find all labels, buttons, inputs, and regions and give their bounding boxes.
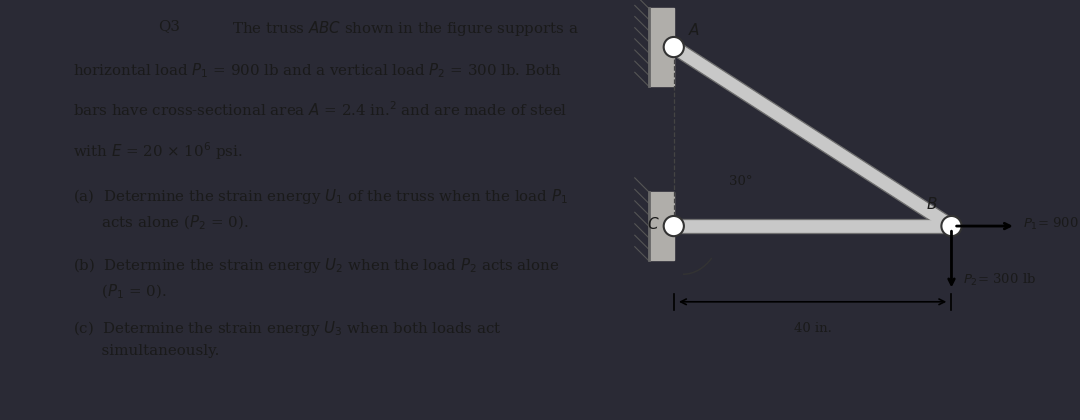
Text: $P_2$= 300 lb: $P_2$= 300 lb	[963, 272, 1036, 288]
Text: (b)  Determine the strain energy $U_2$ when the load $P_2$ acts alone
      ($P_: (b) Determine the strain energy $U_2$ wh…	[73, 256, 559, 301]
Text: with $E$ = 20 × 10$^6$ psi.: with $E$ = 20 × 10$^6$ psi.	[73, 141, 243, 163]
Text: horizontal load $P_1$ = 900 lb and a vertical load $P_2$ = 300 lb. Both: horizontal load $P_1$ = 900 lb and a ver…	[73, 61, 562, 80]
Circle shape	[664, 37, 684, 57]
Text: $A$: $A$	[688, 22, 700, 38]
Text: bars have cross-sectional area $A$ = 2.4 in.$^2$ and are made of steel: bars have cross-sectional area $A$ = 2.4…	[73, 101, 567, 120]
Text: $P_1$= 900 lb: $P_1$= 900 lb	[1023, 216, 1080, 232]
Text: 40 in.: 40 in.	[794, 323, 832, 336]
Text: $B$: $B$	[927, 196, 937, 212]
Circle shape	[664, 216, 684, 236]
Text: 30°: 30°	[729, 175, 753, 188]
Circle shape	[942, 216, 961, 236]
Text: (c)  Determine the strain energy $U_3$ when both loads act
      simultaneously.: (c) Determine the strain energy $U_3$ wh…	[73, 319, 501, 358]
Text: $C$: $C$	[647, 216, 660, 232]
Text: (a)  Determine the strain energy $U_1$ of the truss when the load $P_1$
      ac: (a) Determine the strain energy $U_1$ of…	[73, 187, 568, 232]
Bar	[648, 8, 674, 86]
Bar	[648, 192, 674, 260]
Text: Q3: Q3	[159, 19, 180, 33]
Text: The truss $ABC$ shown in the figure supports a: The truss $ABC$ shown in the figure supp…	[231, 19, 578, 38]
